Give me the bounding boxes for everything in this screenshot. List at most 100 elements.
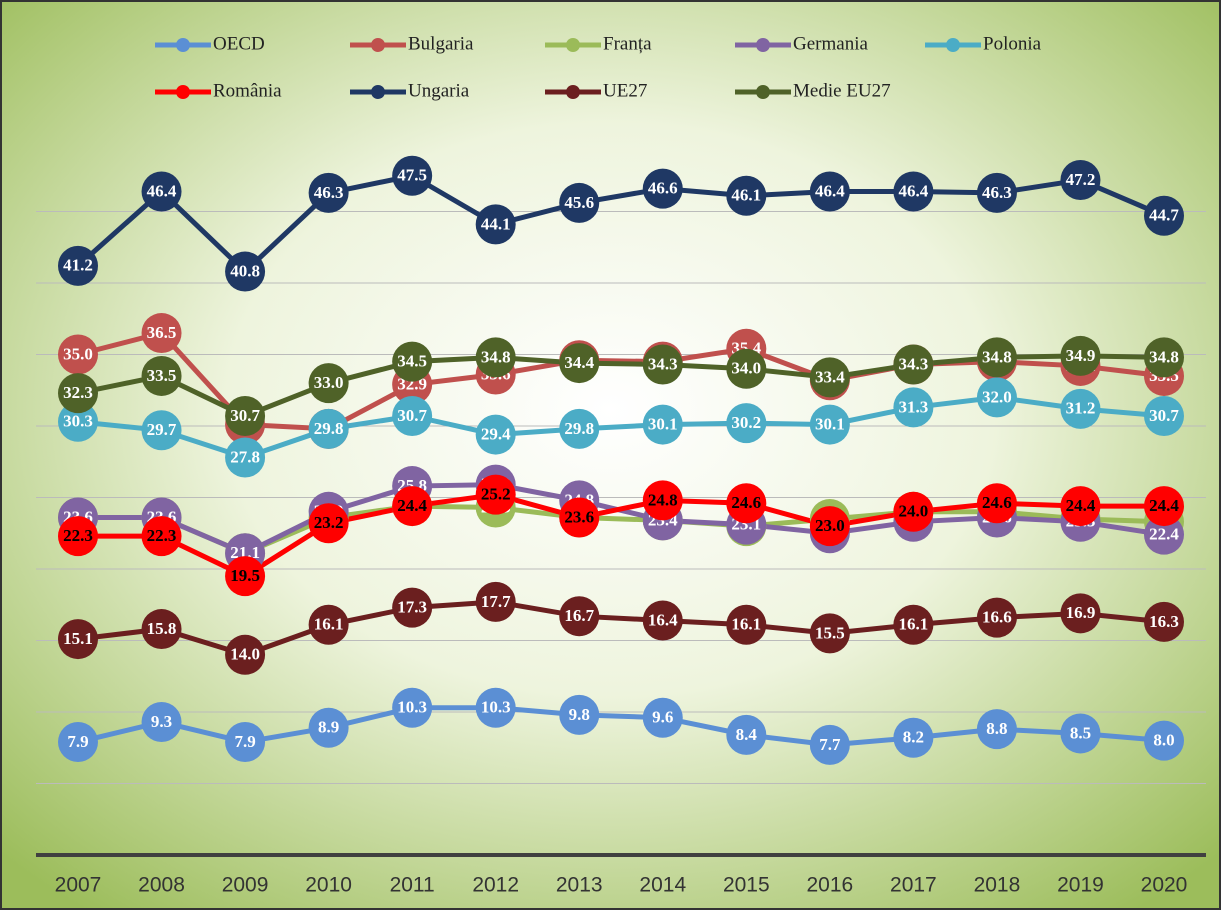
data-point — [1060, 335, 1101, 376]
data-label: 15.1 — [63, 629, 93, 648]
data-label: 8.5 — [1070, 723, 1091, 742]
data-point — [225, 634, 266, 675]
data-point — [559, 497, 600, 538]
data-point — [726, 403, 767, 444]
data-point — [976, 172, 1017, 213]
x-tick-label: 2019 — [1057, 874, 1104, 897]
legend-label: Franța — [603, 33, 652, 54]
data-point — [1144, 486, 1184, 527]
data-label: 34.8 — [1149, 347, 1179, 366]
data-label: 7.9 — [67, 732, 88, 751]
data-label: 41.2 — [63, 256, 93, 275]
data-point — [726, 348, 767, 389]
data-point — [225, 722, 266, 763]
data-label: 34.8 — [481, 347, 511, 366]
data-label: 24.4 — [1066, 496, 1096, 515]
data-label: 24.4 — [397, 496, 427, 515]
data-label: 30.7 — [1149, 406, 1179, 425]
data-point — [392, 687, 433, 728]
data-point — [1060, 160, 1101, 201]
data-point — [1144, 601, 1184, 642]
data-label: 10.3 — [397, 698, 427, 717]
data-point — [642, 344, 683, 385]
data-point — [58, 516, 98, 557]
data-point — [893, 387, 934, 428]
legend-label: OECD — [213, 33, 265, 54]
data-label: 29.4 — [481, 424, 511, 443]
data-label: 47.5 — [397, 166, 427, 185]
data-label: 46.3 — [314, 183, 344, 202]
data-point — [141, 171, 182, 212]
data-label: 46.6 — [648, 179, 678, 198]
data-label: 16.1 — [731, 615, 761, 634]
data-point — [308, 707, 349, 748]
legend-marker — [756, 38, 770, 52]
data-point — [976, 483, 1017, 524]
x-tick-label: 2008 — [138, 874, 185, 897]
data-label: 31.3 — [899, 397, 929, 416]
data-label: 24.6 — [731, 493, 761, 512]
data-point — [726, 714, 767, 755]
data-point — [559, 182, 600, 223]
x-tick-label: 2009 — [222, 874, 269, 897]
data-point — [642, 697, 683, 738]
data-point — [893, 491, 934, 532]
data-label: 34.5 — [397, 352, 427, 371]
data-point — [141, 609, 182, 650]
data-label: 27.8 — [230, 447, 260, 466]
data-label: 33.4 — [815, 367, 845, 386]
data-point — [392, 486, 433, 527]
data-label: 22.3 — [63, 526, 93, 545]
data-label: 47.2 — [1066, 170, 1096, 189]
data-label: 44.1 — [481, 214, 511, 233]
data-point — [809, 506, 850, 547]
legend-label: Germania — [793, 33, 868, 54]
data-label: 34.8 — [982, 347, 1012, 366]
x-tick-label: 2011 — [390, 874, 435, 897]
legend-label: Polonia — [983, 33, 1042, 54]
data-point — [1144, 337, 1184, 378]
data-point — [1060, 486, 1101, 527]
data-point — [1144, 195, 1184, 236]
data-point — [1144, 395, 1184, 436]
data-label: 9.8 — [569, 705, 590, 724]
data-label: 40.8 — [230, 261, 260, 280]
data-point — [308, 408, 349, 449]
data-label: 16.9 — [1066, 603, 1096, 622]
data-point — [809, 724, 850, 765]
data-point — [559, 343, 600, 384]
data-label: 15.8 — [147, 619, 177, 638]
legend-marker — [176, 85, 190, 99]
data-label: 33.5 — [147, 366, 177, 385]
data-point — [976, 709, 1017, 750]
data-label: 23.0 — [815, 516, 845, 535]
data-label: 46.4 — [815, 181, 845, 200]
data-label: 30.3 — [63, 412, 93, 431]
data-point — [475, 474, 516, 515]
data-point — [141, 355, 182, 396]
data-point — [58, 619, 98, 660]
data-point — [392, 155, 433, 196]
data-label: 23.6 — [564, 507, 594, 526]
data-label: 34.9 — [1066, 346, 1096, 365]
data-label: 16.1 — [899, 615, 929, 634]
legend-marker — [566, 38, 580, 52]
data-point — [726, 604, 767, 645]
x-tick-label: 2020 — [1141, 874, 1188, 897]
data-label: 17.7 — [481, 592, 511, 611]
data-label: 34.3 — [648, 354, 678, 373]
data-label: 32.3 — [63, 383, 93, 402]
legend-label: România — [213, 80, 282, 101]
data-label: 36.5 — [147, 323, 177, 342]
data-label: 15.5 — [815, 623, 845, 642]
data-point — [976, 597, 1017, 638]
data-point — [1060, 593, 1101, 634]
data-label: 46.3 — [982, 183, 1012, 202]
data-point — [642, 480, 683, 521]
data-point — [475, 204, 516, 245]
data-point — [141, 702, 182, 743]
data-label: 24.4 — [1149, 496, 1179, 515]
data-label: 8.4 — [736, 725, 758, 744]
